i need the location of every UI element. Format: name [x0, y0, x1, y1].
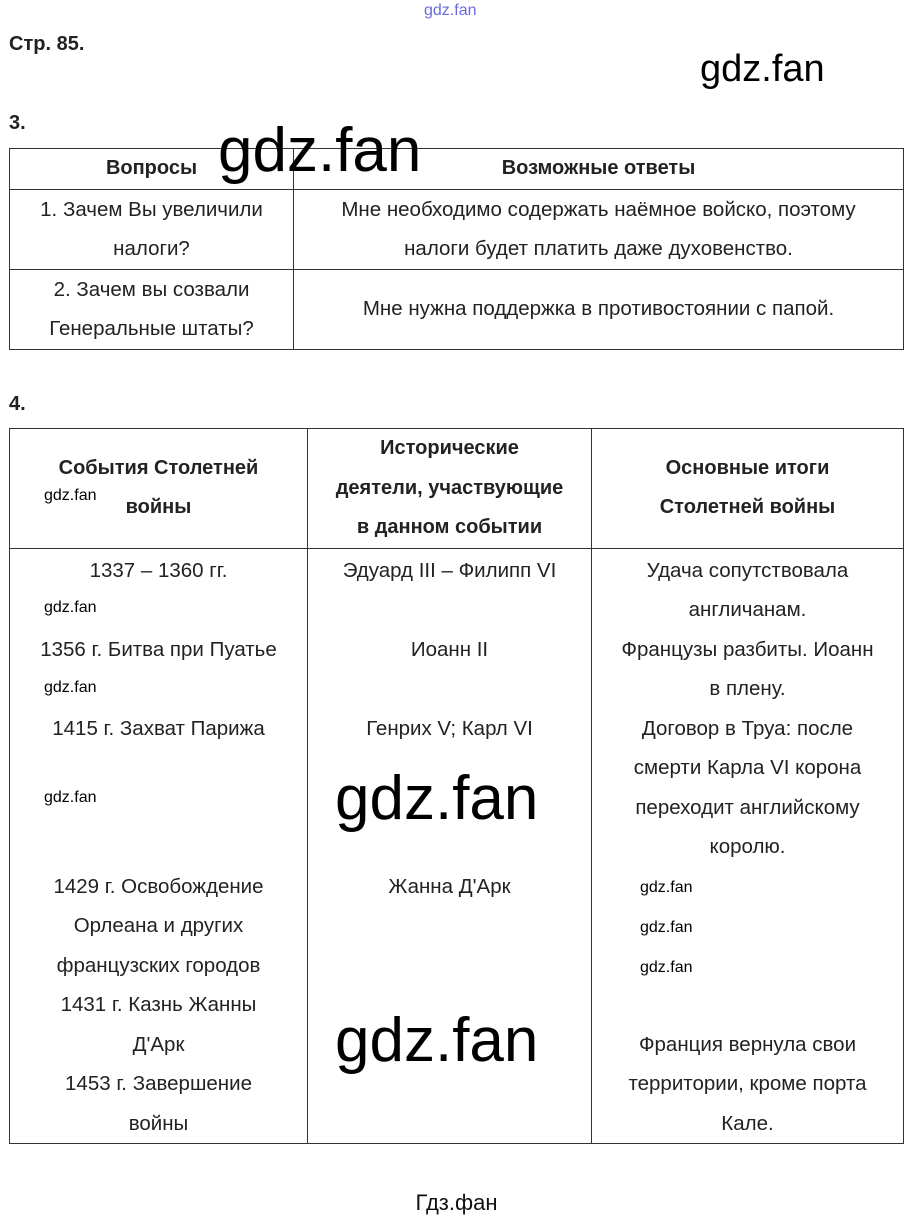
- cell-line: [592, 946, 903, 986]
- cell-line: [592, 985, 903, 1025]
- cell-line: [308, 590, 591, 630]
- cell-line: [10, 827, 307, 867]
- watermark: gdz.fan: [640, 959, 693, 976]
- cell-line: Орлеана и других: [73, 914, 244, 937]
- cell-line: Договор в Труа: после: [641, 716, 854, 740]
- cell-line: войны: [128, 1111, 189, 1135]
- task-4-number: 4.: [9, 393, 26, 415]
- cell-line: [308, 906, 591, 946]
- cell-line: 1415 г. Захват Парижа: [52, 716, 265, 740]
- header-questions: Вопросы: [9, 148, 294, 190]
- cell-line: налоги?: [113, 237, 190, 260]
- header-results: Основные итоги Столетней войны: [591, 428, 904, 549]
- cell-line: Д'Арк: [132, 1032, 185, 1056]
- header-figures: Исторические деятели, участвующие в данном…: [307, 428, 592, 549]
- watermark: gdz.fan: [335, 1006, 539, 1075]
- cell-line: [592, 867, 903, 907]
- cell-line: Удача сопутствовала: [646, 558, 849, 582]
- cell-line: [10, 748, 307, 788]
- cell-line: переходит английскому: [635, 795, 860, 819]
- answer-cell: Мне необходимо содержать наёмное войско,…: [293, 188, 904, 270]
- figures-column: Эдуард III – Филипп VI Иоанн II Генрих V; …: [307, 547, 592, 1144]
- watermark: gdz.fan: [640, 879, 693, 896]
- results-column: Удача сопутствовала англичанам. Французы р…: [591, 547, 904, 1144]
- cell-line: 1337 – 1360 гг.: [89, 558, 228, 582]
- question-cell: 2. Зачем вы созвали Генеральные штаты?: [9, 268, 294, 350]
- cell-line: территории, кроме порта: [628, 1072, 867, 1095]
- question-cell: 1. Зачем Вы увеличили налоги?: [9, 188, 294, 270]
- header-line: Исторические: [380, 437, 519, 459]
- cell-line: Генеральные штаты?: [49, 317, 254, 340]
- cell-line: Генрих V; Карл VI: [366, 716, 533, 740]
- watermark: gdz.fan: [44, 599, 97, 616]
- cell-line: Мне необходимо содержать наёмное войско,…: [341, 197, 856, 221]
- cell-line: Эдуард III – Филипп VI: [342, 558, 557, 582]
- cell-line: 2. Зачем вы созвали: [53, 277, 250, 301]
- cell-line: налоги будет платить даже духовенство.: [404, 237, 793, 260]
- header-line: войны: [125, 496, 192, 519]
- watermark: gdz.fan: [700, 48, 825, 90]
- cell-line: Жанна Д'Арк: [388, 874, 511, 898]
- cell-line: французских городов: [56, 953, 261, 977]
- table-row: 2. Зачем вы созвали Генеральные штаты? Мн…: [9, 268, 904, 350]
- cell-line: [308, 946, 591, 986]
- watermark: gdz.fan: [218, 116, 422, 185]
- cell-line: 1. Зачем Вы увеличили: [40, 197, 263, 221]
- table-row: 1. Зачем Вы увеличили налоги? Мне необход…: [9, 188, 904, 270]
- task-4-table: События Столетней войны Исторические деяте…: [9, 428, 904, 1144]
- cell-line: Франция вернула свои: [638, 1032, 857, 1056]
- cell-line: королю.: [709, 835, 786, 858]
- header-answers: Возможные ответы: [293, 148, 904, 190]
- cell-line: Кале.: [721, 1111, 774, 1135]
- cell-line: 1356 г. Битва при Пуатье: [40, 637, 277, 661]
- header-line: Столетней войны: [659, 496, 836, 519]
- task-3-table: Вопросы Возможные ответы 1. Зачем Вы увел…: [9, 148, 904, 350]
- cell-line: Французы разбиты. Иоанн: [621, 637, 874, 661]
- header-line: деятели, участвующие: [335, 476, 564, 499]
- watermark: gdz.fan: [44, 789, 97, 806]
- cell-line: [308, 1104, 591, 1144]
- cell-line: [308, 669, 591, 709]
- header-line: События Столетней: [58, 456, 259, 479]
- watermark-top: gdz.fan: [424, 2, 477, 19]
- task-3-number: 3.: [9, 112, 26, 134]
- cell-line: Мне нужна поддержка в противостоянии с п…: [362, 297, 835, 321]
- table-row: 1337 – 1360 гг. 1356 г. Битва при Пуатье 1…: [9, 547, 904, 1144]
- cell-line: Иоанн II: [410, 637, 489, 661]
- watermark: gdz.fan: [44, 679, 97, 696]
- watermark: gdz.fan: [335, 764, 539, 833]
- cell-line: 1453 г. Завершение: [65, 1072, 252, 1095]
- cell-line: в плену.: [709, 677, 786, 700]
- cell-line: [592, 906, 903, 946]
- header-line: Основные итоги: [665, 456, 830, 479]
- cell-line: 1429 г. Освобождение: [53, 874, 264, 898]
- cell-line: англичанам.: [688, 598, 807, 621]
- cell-line: 1431 г. Казнь Жанны: [60, 993, 257, 1016]
- page-label: Стр. 85.: [9, 33, 85, 55]
- answer-cell: Мне нужна поддержка в противостоянии с п…: [293, 268, 904, 350]
- header-line: в данном событии: [356, 516, 543, 538]
- watermark: gdz.fan: [640, 919, 693, 936]
- cell-line: смерти Карла VI корона: [633, 756, 862, 779]
- events-column: 1337 – 1360 гг. 1356 г. Битва при Пуатье 1…: [9, 547, 308, 1144]
- watermark: gdz.fan: [44, 487, 97, 504]
- footer-text: Гдз.фан: [415, 1190, 498, 1215]
